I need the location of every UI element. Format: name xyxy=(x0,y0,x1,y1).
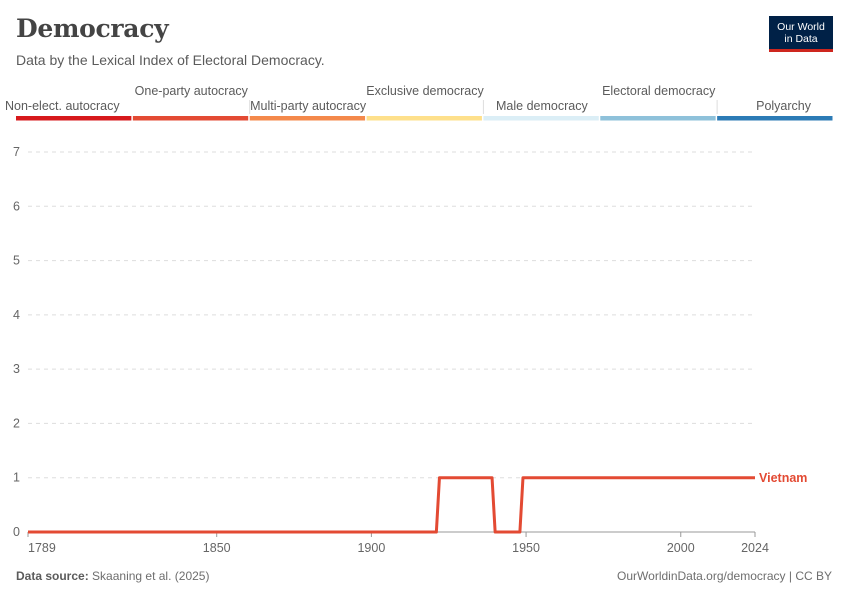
legend-swatch xyxy=(717,116,833,121)
x-tick-label: 2000 xyxy=(667,541,695,555)
series-line-vietnam xyxy=(28,476,755,534)
x-tick-label: 1900 xyxy=(357,541,385,555)
y-tick-label: 2 xyxy=(13,416,20,430)
legend-swatch xyxy=(483,116,599,121)
legend-label: Polyarchy xyxy=(756,99,812,113)
y-tick-label: 0 xyxy=(13,525,20,539)
owid-logo[interactable]: Our World in Data xyxy=(769,16,833,52)
chart-title: Democracy xyxy=(16,14,169,43)
y-tick-label: 5 xyxy=(13,254,20,268)
x-tick-label: 1789 xyxy=(28,541,56,555)
legend-swatch xyxy=(132,116,249,121)
legend-swatch xyxy=(16,116,132,121)
y-tick-label: 3 xyxy=(13,362,20,376)
legend-swatch xyxy=(366,116,482,121)
legend-swatch xyxy=(249,116,366,121)
chart-subtitle: Data by the Lexical Index of Electoral D… xyxy=(16,52,325,68)
logo-line-2: in Data xyxy=(784,33,818,45)
x-tick-label: 1950 xyxy=(512,541,540,555)
data-source: Data source: Skaaning et al. (2025) xyxy=(16,569,209,583)
x-tick-label: 2024 xyxy=(741,541,769,555)
y-tick-label: 7 xyxy=(13,145,20,159)
legend-label: Electoral democracy xyxy=(602,84,716,98)
legend-label: One-party autocracy xyxy=(135,84,249,98)
x-tick-label: 1850 xyxy=(203,541,231,555)
data-source-label: Data source: xyxy=(16,569,89,583)
data-source-text[interactable]: Skaaning et al. (2025) xyxy=(92,569,210,583)
logo-line-1: Our World xyxy=(777,21,825,33)
legend-label: Male democracy xyxy=(496,99,588,113)
legend-label: Exclusive democracy xyxy=(366,84,484,98)
y-tick-label: 1 xyxy=(13,471,20,485)
legend-label: Non-elect. autocracy xyxy=(5,99,120,113)
y-tick-label: 6 xyxy=(13,199,20,213)
footer-url[interactable]: OurWorldinData.org/democracy | CC BY xyxy=(617,569,832,583)
legend-label: Multi-party autocracy xyxy=(250,99,367,113)
series-label-vietnam: Vietnam xyxy=(759,471,807,485)
y-tick-label: 4 xyxy=(13,308,20,322)
legend-swatch xyxy=(600,116,716,121)
